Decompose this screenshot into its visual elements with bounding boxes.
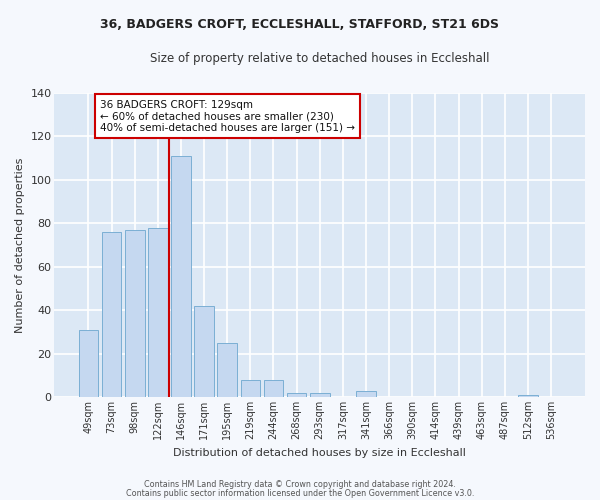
Bar <box>171 156 191 397</box>
Text: 36, BADGERS CROFT, ECCLESHALL, STAFFORD, ST21 6DS: 36, BADGERS CROFT, ECCLESHALL, STAFFORD,… <box>101 18 499 30</box>
Bar <box>217 342 237 397</box>
Bar <box>194 306 214 397</box>
Text: 36 BADGERS CROFT: 129sqm
← 60% of detached houses are smaller (230)
40% of semi-: 36 BADGERS CROFT: 129sqm ← 60% of detach… <box>100 100 355 133</box>
Y-axis label: Number of detached properties: Number of detached properties <box>15 158 25 332</box>
Bar <box>263 380 283 397</box>
Bar <box>241 380 260 397</box>
Title: Size of property relative to detached houses in Eccleshall: Size of property relative to detached ho… <box>150 52 490 66</box>
Bar <box>518 395 538 397</box>
Bar <box>310 392 329 397</box>
Bar <box>287 392 307 397</box>
Text: Contains public sector information licensed under the Open Government Licence v3: Contains public sector information licen… <box>126 488 474 498</box>
Bar <box>79 330 98 397</box>
Bar <box>148 228 167 397</box>
Bar <box>356 390 376 397</box>
Bar <box>125 230 145 397</box>
X-axis label: Distribution of detached houses by size in Eccleshall: Distribution of detached houses by size … <box>173 448 466 458</box>
Bar <box>102 232 121 397</box>
Text: Contains HM Land Registry data © Crown copyright and database right 2024.: Contains HM Land Registry data © Crown c… <box>144 480 456 489</box>
